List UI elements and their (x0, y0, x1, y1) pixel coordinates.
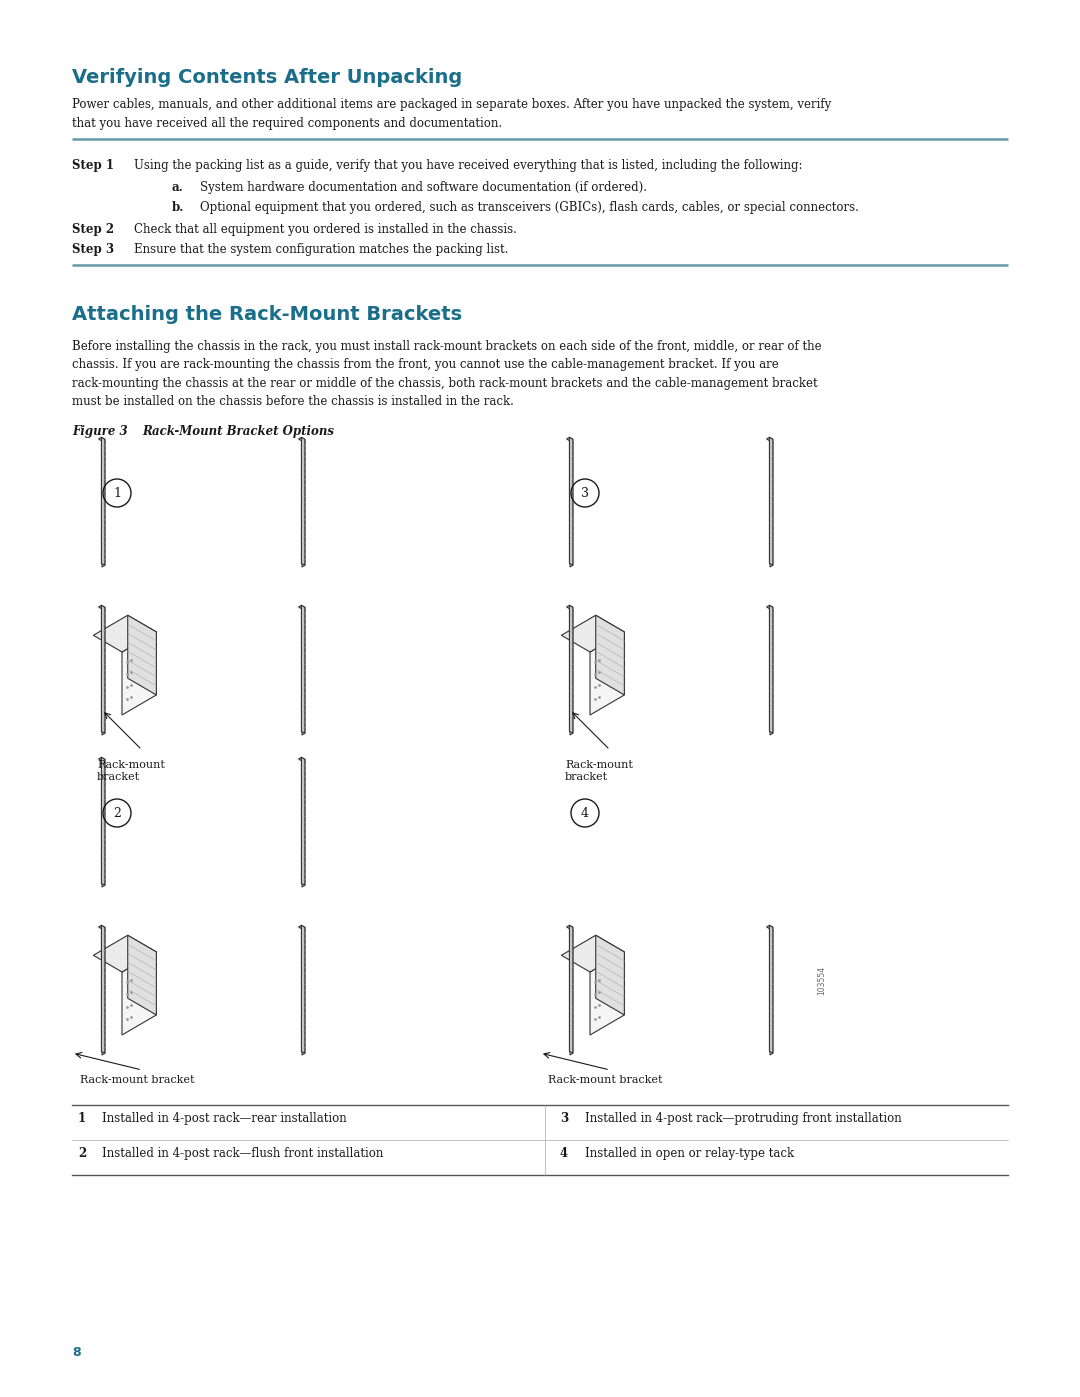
Polygon shape (298, 757, 305, 761)
Polygon shape (102, 925, 105, 1053)
Text: Rack-mount
bracket: Rack-mount bracket (565, 760, 633, 781)
Text: 3: 3 (561, 1112, 568, 1125)
Text: 8: 8 (72, 1345, 81, 1359)
Polygon shape (769, 925, 773, 1053)
Polygon shape (301, 925, 305, 1053)
Polygon shape (301, 757, 305, 886)
Text: Step 1: Step 1 (72, 158, 114, 172)
Polygon shape (570, 439, 572, 567)
Polygon shape (301, 437, 305, 566)
Text: Rack-mount
bracket: Rack-mount bracket (97, 760, 165, 781)
Text: 1: 1 (113, 486, 121, 500)
Polygon shape (596, 615, 624, 694)
Polygon shape (596, 935, 624, 1016)
Text: 103554: 103554 (818, 965, 826, 995)
Polygon shape (302, 928, 305, 1055)
Text: Check that all equipment you ordered is installed in the chassis.: Check that all equipment you ordered is … (134, 222, 517, 236)
Text: Rack-mount bracket: Rack-mount bracket (80, 1076, 194, 1085)
Polygon shape (98, 757, 105, 761)
Polygon shape (93, 935, 157, 972)
Polygon shape (127, 935, 157, 1016)
Polygon shape (770, 928, 773, 1055)
Text: Ensure that the system configuration matches the packing list.: Ensure that the system configuration mat… (134, 243, 509, 256)
Text: 3: 3 (581, 486, 589, 500)
Polygon shape (102, 605, 105, 733)
Text: Before installing the chassis in the rack, you must install rack-mount brackets : Before installing the chassis in the rac… (72, 339, 822, 352)
Polygon shape (767, 605, 773, 609)
Text: Using the packing list as a guide, verify that you have received everything that: Using the packing list as a guide, verif… (134, 158, 802, 172)
Polygon shape (298, 437, 305, 441)
Text: that you have received all the required components and documentation.: that you have received all the required … (72, 116, 502, 130)
Polygon shape (590, 631, 624, 715)
Text: 2: 2 (78, 1147, 86, 1160)
Text: a.: a. (172, 180, 184, 194)
Polygon shape (98, 437, 105, 441)
Polygon shape (102, 439, 105, 567)
Text: Rack-Mount Bracket Options: Rack-Mount Bracket Options (141, 425, 334, 439)
Polygon shape (569, 437, 572, 566)
Polygon shape (301, 605, 305, 733)
Text: Verifying Contents After Unpacking: Verifying Contents After Unpacking (72, 68, 462, 87)
Polygon shape (570, 608, 572, 735)
Polygon shape (93, 615, 157, 652)
Polygon shape (769, 437, 773, 566)
Polygon shape (590, 951, 624, 1035)
Text: 4: 4 (561, 1147, 568, 1160)
Text: Installed in 4-post rack—flush front installation: Installed in 4-post rack—flush front ins… (102, 1147, 383, 1160)
Text: Installed in open or relay-type tack: Installed in open or relay-type tack (585, 1147, 794, 1160)
Polygon shape (767, 437, 773, 441)
Polygon shape (298, 925, 305, 929)
Polygon shape (770, 439, 773, 567)
Polygon shape (767, 925, 773, 929)
Polygon shape (567, 605, 572, 609)
Polygon shape (769, 605, 773, 733)
Polygon shape (102, 928, 105, 1055)
Polygon shape (302, 439, 305, 567)
Polygon shape (302, 608, 305, 735)
Text: Rack-mount bracket: Rack-mount bracket (548, 1076, 662, 1085)
Polygon shape (770, 608, 773, 735)
Text: Installed in 4-post rack—protruding front installation: Installed in 4-post rack—protruding fron… (585, 1112, 902, 1125)
Text: 1: 1 (78, 1112, 86, 1125)
Text: Step 2: Step 2 (72, 222, 114, 236)
Polygon shape (569, 605, 572, 733)
Text: chassis. If you are rack-mounting the chassis from the front, you cannot use the: chassis. If you are rack-mounting the ch… (72, 358, 779, 372)
Text: Attaching the Rack-Mount Brackets: Attaching the Rack-Mount Brackets (72, 305, 462, 324)
Polygon shape (102, 437, 105, 566)
Polygon shape (102, 757, 105, 886)
Text: b.: b. (172, 201, 185, 214)
Polygon shape (562, 935, 624, 972)
Text: Power cables, manuals, and other additional items are packaged in separate boxes: Power cables, manuals, and other additio… (72, 98, 832, 110)
Polygon shape (122, 631, 157, 715)
Polygon shape (570, 928, 572, 1055)
Polygon shape (98, 605, 105, 609)
Text: Step 3: Step 3 (72, 243, 114, 256)
Polygon shape (102, 608, 105, 735)
Polygon shape (567, 437, 572, 441)
Polygon shape (98, 925, 105, 929)
Polygon shape (102, 760, 105, 887)
Text: rack-mounting the chassis at the rear or middle of the chassis, both rack-mount : rack-mounting the chassis at the rear or… (72, 377, 818, 390)
Text: System hardware documentation and software documentation (if ordered).: System hardware documentation and softwa… (200, 180, 647, 194)
Polygon shape (569, 925, 572, 1053)
Polygon shape (567, 925, 572, 929)
Polygon shape (127, 615, 157, 694)
Text: Installed in 4-post rack—rear installation: Installed in 4-post rack—rear installati… (102, 1112, 347, 1125)
Text: Figure 3: Figure 3 (72, 425, 127, 439)
Polygon shape (562, 615, 624, 652)
Polygon shape (122, 951, 157, 1035)
Text: must be installed on the chassis before the chassis is installed in the rack.: must be installed on the chassis before … (72, 395, 514, 408)
Polygon shape (298, 605, 305, 609)
Text: Optional equipment that you ordered, such as transceivers (GBICs), flash cards, : Optional equipment that you ordered, suc… (200, 201, 859, 214)
Text: 2: 2 (113, 806, 121, 820)
Text: 4: 4 (581, 806, 589, 820)
Polygon shape (302, 760, 305, 887)
